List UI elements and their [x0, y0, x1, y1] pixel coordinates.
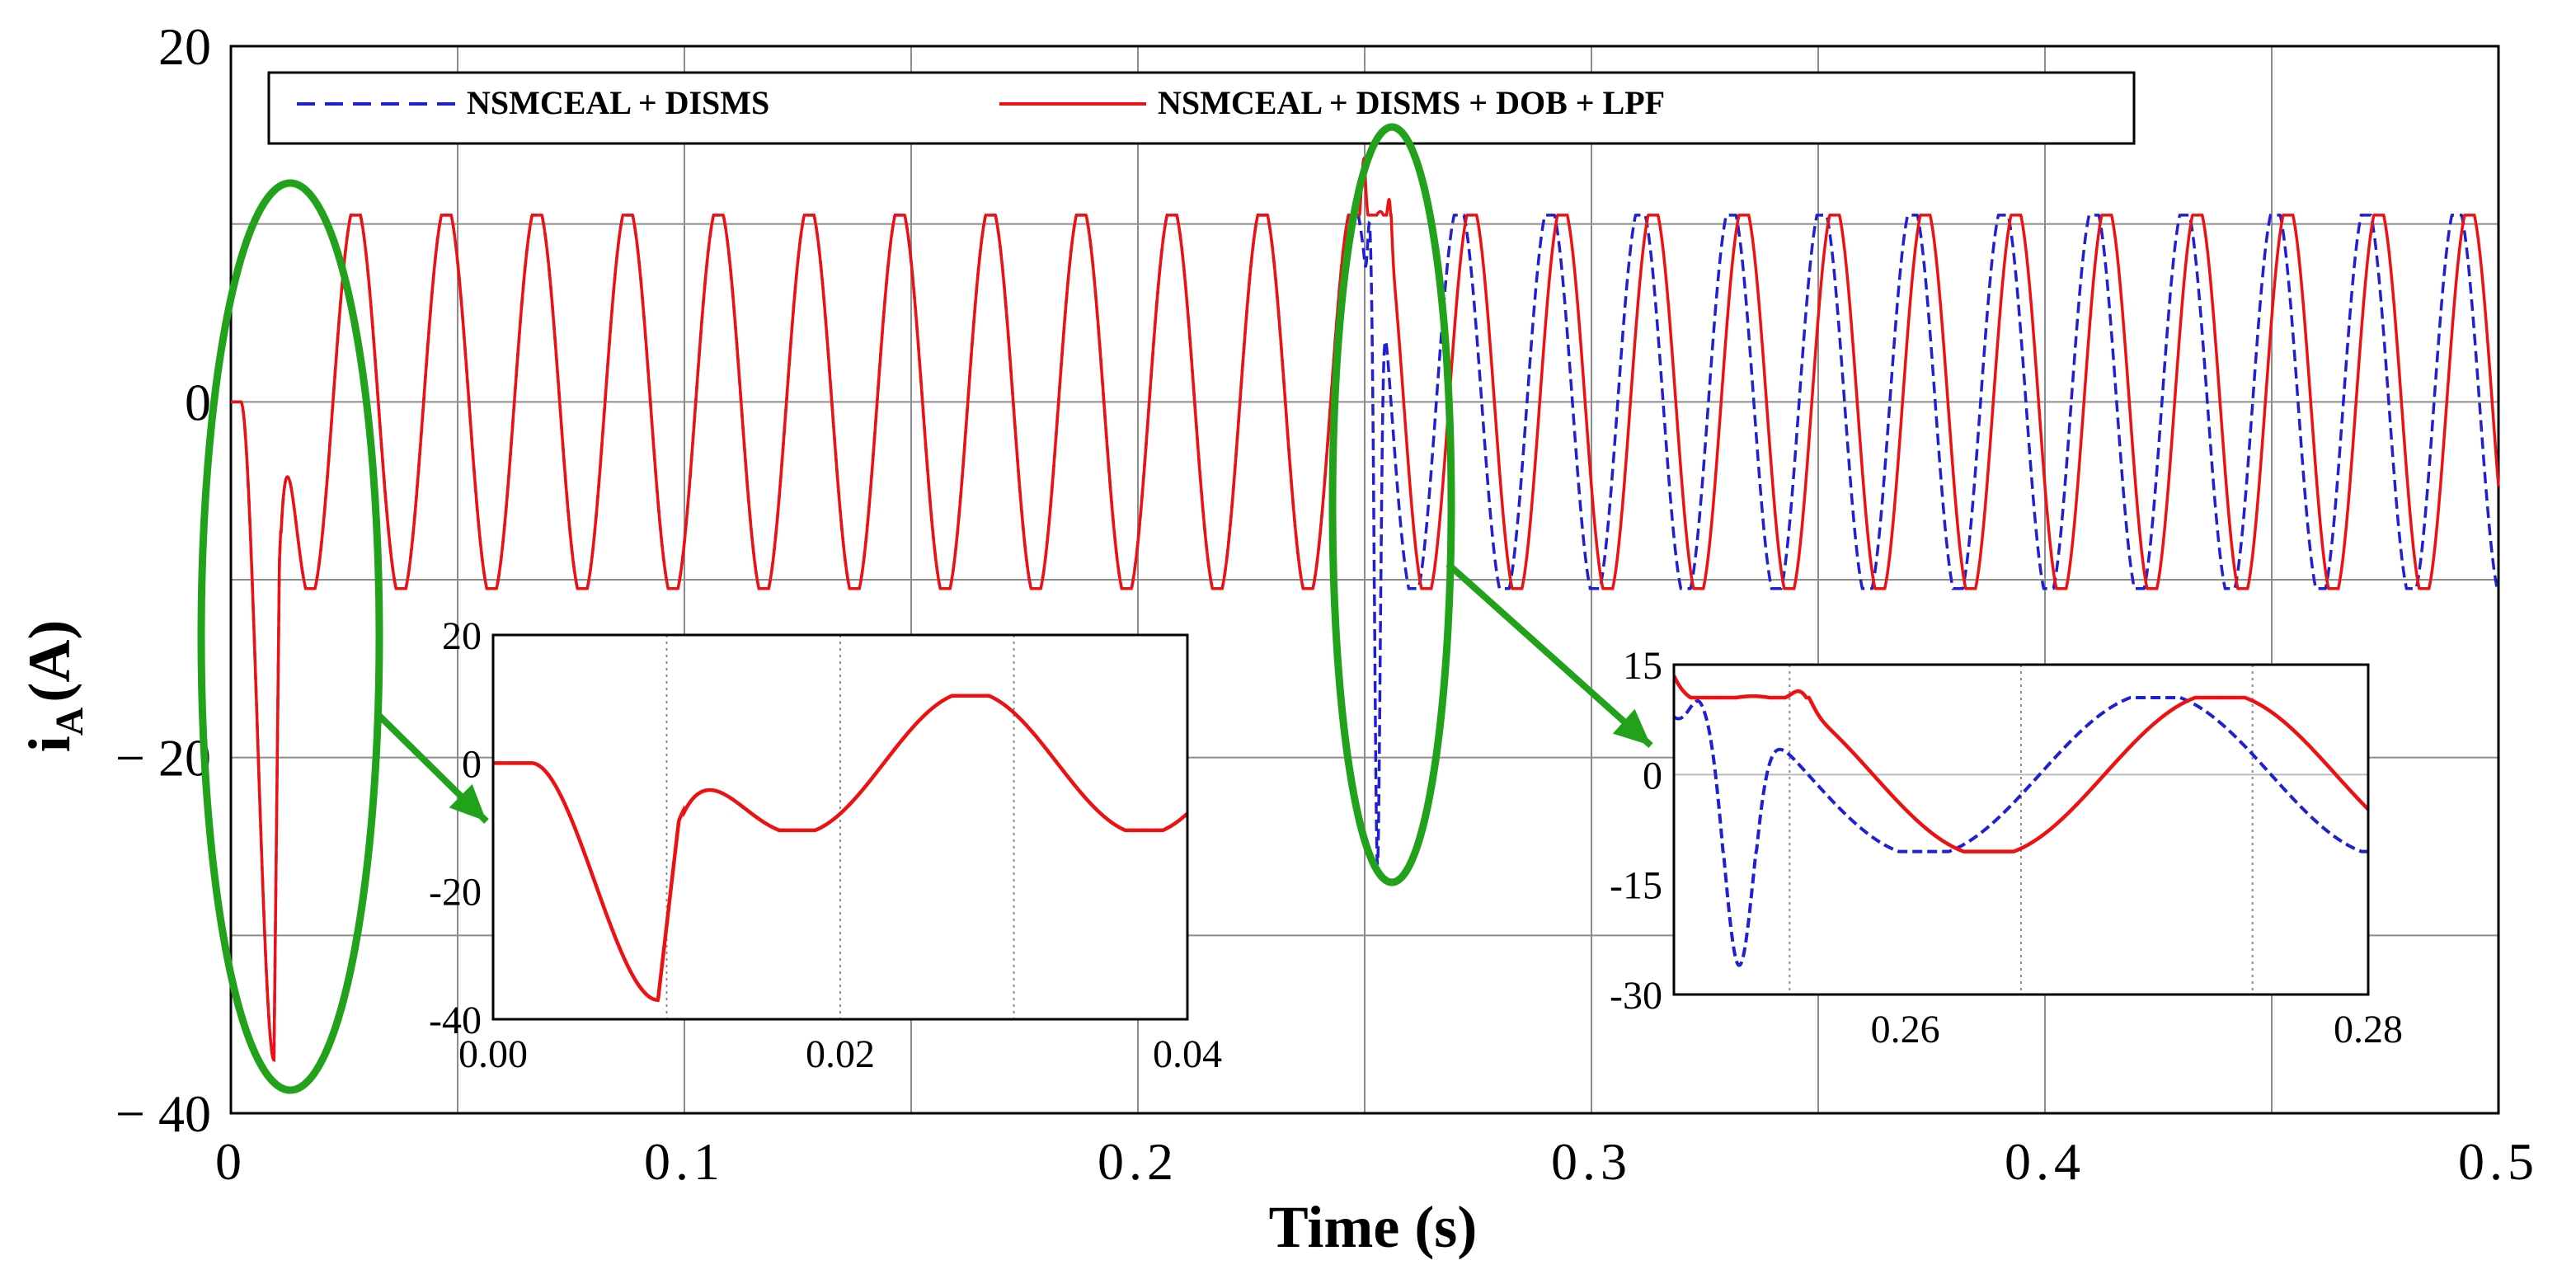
inset-x-tick-label: 0.04	[1153, 1032, 1222, 1076]
inset-disturbance: 0.26 0.28 15 0 -15 -30	[1610, 644, 2403, 1051]
y-tick-label: − 40	[115, 1084, 211, 1143]
legend-box	[267, 71, 2136, 145]
inset-x-tick-label: 0.00	[458, 1032, 528, 1076]
zoom-arrow-disturbance	[1445, 562, 1653, 748]
y-axis-label: iA (A)	[16, 620, 92, 753]
inset-y-tick-label: -20	[429, 871, 482, 915]
legend-label-dob-lpf: NSMCEAL + DISMS + DOB + LPF	[1158, 84, 1665, 121]
ylabel-main: i	[16, 736, 82, 752]
inset-x-tick-label: 0.28	[2334, 1008, 2403, 1051]
zoom-arrow-disturbance-head	[1612, 708, 1651, 745]
inset-series-line-nsmceal-disms-dob-lpf	[493, 694, 1187, 1003]
inset-frame	[491, 633, 1189, 1021]
plot-frame	[229, 45, 2500, 1115]
y-tick-label: 20	[158, 17, 211, 76]
inset-frame	[1672, 663, 2370, 996]
svg-text:iA(A): iA (A)	[16, 620, 92, 753]
ylabel-sub: A	[48, 707, 92, 736]
inset-y-tick-label: -30	[1610, 974, 1662, 1018]
inset-y-tick-label: -15	[1610, 864, 1662, 908]
ylabel-unit: (A)	[16, 620, 82, 703]
inset-y-tick-label: 20	[442, 614, 482, 658]
inset-startup: 0.00 0.02 0.04 20 0 -20 -40	[429, 614, 1222, 1076]
inset-y-tick-label: 15	[1623, 644, 1662, 688]
inset-x-tick-label: 0.02	[806, 1032, 875, 1076]
x-tick-label: 0.1	[644, 1132, 725, 1191]
x-tick-label: 0.4	[2005, 1132, 2085, 1191]
x-tick-label: 0.3	[1551, 1132, 1632, 1191]
inset-series-line-nsmceal-disms	[1674, 696, 2368, 967]
highlight-ellipse-disturbance	[1328, 123, 1455, 886]
x-tick-label: 0.5	[2458, 1132, 2539, 1191]
inset-series-line-nsmceal-disms-dob-lpf	[1674, 675, 2368, 853]
inset-series	[493, 694, 1187, 1003]
zoom-arrow-startup-head	[449, 783, 487, 821]
legend-label-dismis: NSMCEAL + DISMS	[467, 84, 769, 121]
highlight-ellipse-startup	[197, 179, 383, 1094]
inset-x-tick-label: 0.26	[1871, 1008, 1940, 1051]
inset-y-tick-label: -40	[429, 999, 482, 1042]
x-tick-label: 0.2	[1098, 1132, 1178, 1191]
inset-y-tick-label: 0	[1643, 754, 1662, 797]
y-tick-label: 0	[185, 373, 211, 431]
x-tick-label: 0	[215, 1132, 247, 1191]
x-axis-label: Time (s)	[1269, 1194, 1478, 1260]
highlights	[197, 123, 1653, 1094]
series-line-nsmceal-disms	[231, 214, 2499, 1062]
legend: NSMCEAL + DISMS NSMCEAL + DISMS + DOB + …	[267, 71, 2136, 145]
inset-y-tick-label: 0	[462, 742, 482, 786]
y-tick-label: − 20	[115, 729, 211, 788]
inset-series	[1674, 675, 2368, 967]
